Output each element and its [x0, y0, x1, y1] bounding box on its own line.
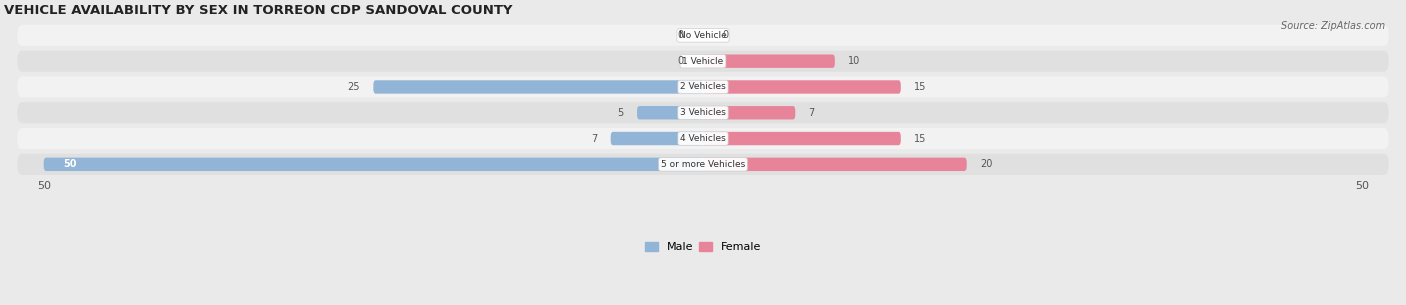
Text: Source: ZipAtlas.com: Source: ZipAtlas.com: [1281, 21, 1385, 31]
Text: 5: 5: [617, 108, 624, 118]
FancyBboxPatch shape: [374, 80, 703, 94]
Text: 25: 25: [347, 82, 360, 92]
FancyBboxPatch shape: [703, 106, 796, 120]
FancyBboxPatch shape: [703, 80, 901, 94]
FancyBboxPatch shape: [17, 102, 1389, 123]
Text: 0: 0: [723, 30, 728, 40]
Text: 3 Vehicles: 3 Vehicles: [681, 108, 725, 117]
FancyBboxPatch shape: [17, 76, 1389, 98]
Text: 7: 7: [592, 134, 598, 144]
Text: 10: 10: [848, 56, 860, 66]
Text: 15: 15: [914, 82, 927, 92]
FancyBboxPatch shape: [703, 158, 967, 171]
FancyBboxPatch shape: [703, 132, 901, 145]
Text: VEHICLE AVAILABILITY BY SEX IN TORREON CDP SANDOVAL COUNTY: VEHICLE AVAILABILITY BY SEX IN TORREON C…: [4, 4, 513, 17]
FancyBboxPatch shape: [17, 51, 1389, 72]
Text: 2 Vehicles: 2 Vehicles: [681, 82, 725, 92]
FancyBboxPatch shape: [703, 55, 835, 68]
Text: 1 Vehicle: 1 Vehicle: [682, 57, 724, 66]
FancyBboxPatch shape: [610, 132, 703, 145]
FancyBboxPatch shape: [17, 25, 1389, 46]
FancyBboxPatch shape: [44, 158, 703, 171]
FancyBboxPatch shape: [637, 106, 703, 120]
Text: 0: 0: [678, 30, 683, 40]
Text: 20: 20: [980, 159, 993, 169]
FancyBboxPatch shape: [17, 154, 1389, 175]
Legend: Male, Female: Male, Female: [640, 237, 766, 257]
Text: 50: 50: [63, 159, 77, 169]
Text: 7: 7: [808, 108, 814, 118]
Text: 0: 0: [678, 56, 683, 66]
Text: 5 or more Vehicles: 5 or more Vehicles: [661, 160, 745, 169]
Text: 15: 15: [914, 134, 927, 144]
FancyBboxPatch shape: [17, 128, 1389, 149]
Text: No Vehicle: No Vehicle: [679, 31, 727, 40]
Text: 4 Vehicles: 4 Vehicles: [681, 134, 725, 143]
